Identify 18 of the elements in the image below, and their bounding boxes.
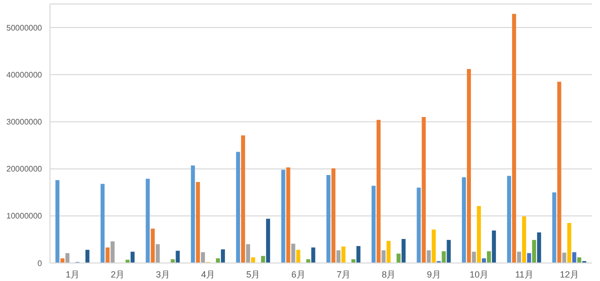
x-tick-label: 8月 [382,269,396,280]
x-tick-label: 10月 [470,269,489,280]
x-tick-label: 11月 [515,269,534,280]
x-tick-label: 7月 [336,269,351,280]
x-tick-label: 6月 [291,269,306,280]
y-tick-label: 0 [38,258,43,268]
y-tick-label: 10000000 [6,212,43,221]
x-tick-label: 4月 [201,269,216,280]
x-tick-label: 9月 [426,269,441,280]
x-tick-label: 3月 [156,269,170,280]
x-tick-label: 2月 [110,269,125,280]
x-tick-label: 12月 [560,269,579,280]
y-tick-label: 40000000 [6,70,43,80]
y-tick-label: 30000000 [6,118,43,127]
x-tick-label: 1月 [66,269,80,280]
y-tick-label: 20000000 [6,164,43,174]
y-tick-label: 50000000 [6,23,43,32]
x-tick-label: 5月 [246,269,260,280]
